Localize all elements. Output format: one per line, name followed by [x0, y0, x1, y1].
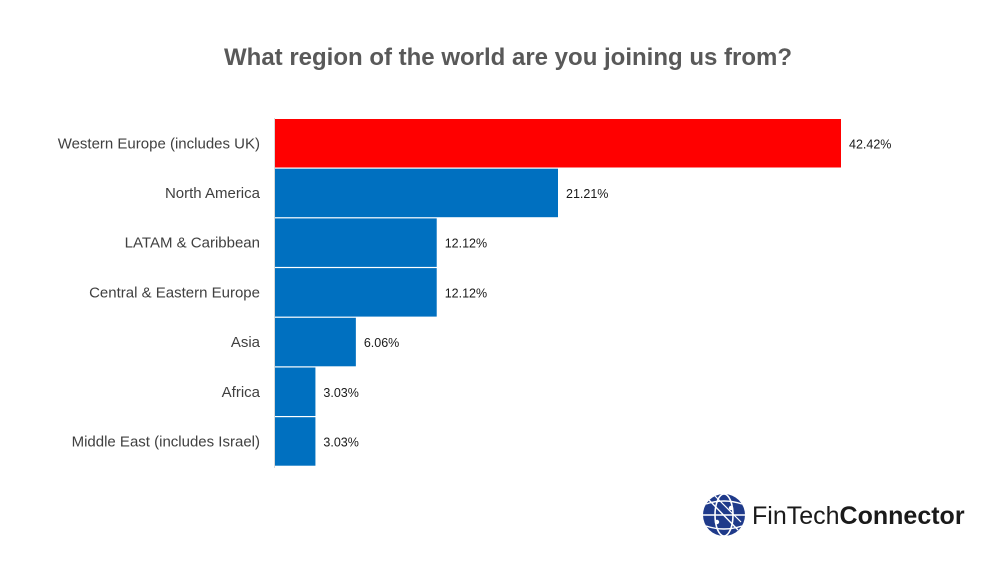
logo-wordmark: FinTechConnector	[752, 502, 965, 530]
category-label-1: North America	[165, 185, 261, 202]
logo-text-light: FinTech	[752, 502, 840, 530]
value-label-6: 3.03%	[323, 435, 358, 449]
category-label-3: Central & Eastern Europe	[89, 284, 260, 301]
value-label-2: 12.12%	[445, 237, 487, 251]
category-label-5: Africa	[222, 384, 261, 401]
bar-4	[275, 317, 356, 367]
bar-0	[275, 119, 841, 168]
category-label-6: Middle East (includes Israel)	[72, 433, 260, 450]
bars-group: Western Europe (includes UK) 42.42% North …	[58, 119, 891, 466]
value-label-5: 3.03%	[323, 386, 358, 400]
value-label-1: 21.21%	[566, 187, 608, 201]
bar-5	[275, 367, 316, 416]
category-label-4: Asia	[231, 334, 261, 351]
bar-2	[275, 218, 437, 267]
value-label-4: 6.06%	[364, 336, 399, 350]
bar-3	[275, 268, 437, 317]
category-label-2: LATAM & Caribbean	[125, 235, 260, 252]
fintech-connector-logo: FinTechConnector	[703, 493, 965, 537]
chart-title: What region of the world are you joining…	[224, 44, 792, 71]
value-label-3: 12.12%	[445, 286, 487, 300]
bar-6	[275, 417, 316, 466]
logo-text-bold: Connector	[840, 502, 965, 530]
globe-icon	[703, 493, 745, 537]
value-label-0: 42.42%	[849, 137, 891, 151]
bar-1	[275, 168, 558, 218]
category-label-0: Western Europe (includes UK)	[58, 135, 260, 152]
